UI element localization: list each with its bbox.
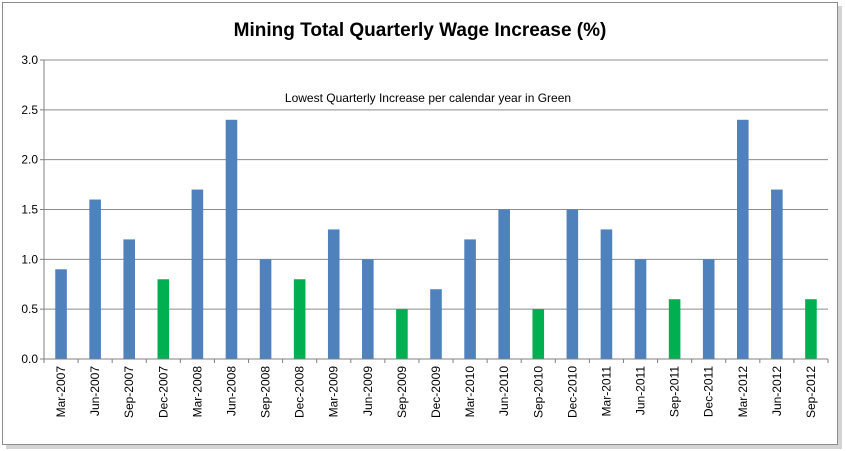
- y-tick-label: 1.5: [21, 203, 38, 217]
- x-tick-label: Mar-2011: [599, 366, 613, 417]
- bar-Mar-2010: [464, 239, 476, 359]
- bar-Dec-2011: [702, 259, 715, 359]
- bar-Jun-2011: [634, 259, 647, 359]
- bar-Mar-2009: [327, 229, 340, 359]
- x-tick-label: Dec-2011: [702, 366, 716, 417]
- bar-Dec-2008: [293, 279, 306, 359]
- bar-Sep-2010: [532, 309, 545, 359]
- y-tick-label: 2.0: [21, 153, 38, 167]
- x-tick-label: Sep-2011: [668, 366, 682, 417]
- y-tick-label: 1.0: [21, 252, 38, 266]
- x-tick-label: Jun-2012: [770, 366, 784, 416]
- bar-Jun-2010: [498, 209, 510, 359]
- bar-Dec-2010: [566, 209, 579, 359]
- y-tick-label: 2.5: [21, 103, 38, 117]
- x-tick-label: Jun-2007: [88, 366, 102, 416]
- chart-frame: [2, 2, 838, 445]
- bar-Sep-2007: [123, 239, 136, 359]
- x-tick-label: Jun-2011: [634, 366, 648, 415]
- x-tick-label: Sep-2009: [395, 366, 409, 418]
- y-tick-label: 3.0: [21, 53, 38, 67]
- bar-Mar-2008: [191, 189, 204, 359]
- bar-Sep-2012: [805, 299, 817, 359]
- gridlines: [40, 59, 828, 360]
- x-tick-label: Dec-2010: [565, 366, 579, 418]
- bar-Mar-2012: [736, 119, 749, 359]
- x-tick-label: Mar-2010: [463, 366, 477, 418]
- frame-shadow-bottom: [6, 445, 842, 449]
- bar-Sep-2009: [396, 309, 408, 359]
- bar-Dec-2009: [430, 289, 442, 359]
- bar-Sep-2011: [668, 299, 681, 359]
- bar-Jun-2012: [771, 189, 783, 359]
- x-tick-label: Jun-2008: [224, 366, 238, 416]
- x-tick-label: Dec-2009: [429, 366, 443, 418]
- bar-Mar-2007: [55, 269, 67, 359]
- x-tick-label: Sep-2010: [531, 366, 545, 418]
- x-tick-label: Sep-2008: [259, 366, 273, 418]
- x-tick-label: Mar-2007: [54, 366, 68, 418]
- x-tick-label: Mar-2012: [736, 366, 750, 418]
- x-tick-label: Dec-2008: [293, 366, 307, 418]
- x-tick-label: Sep-2012: [804, 366, 818, 418]
- bar-Jun-2008: [225, 119, 238, 359]
- chart-annotation: Lowest Quarterly Increase per calendar y…: [285, 91, 571, 105]
- x-tick-label: Jun-2010: [497, 366, 511, 416]
- y-tick-label: 0.0: [21, 352, 38, 366]
- x-tick-label: Jun-2009: [361, 366, 375, 416]
- chart-title: Mining Total Quarterly Wage Increase (%): [234, 20, 607, 41]
- x-tick-label: Sep-2007: [122, 366, 136, 418]
- bar-Mar-2011: [600, 229, 613, 359]
- x-tick-label: Mar-2009: [327, 366, 341, 418]
- y-tick-label: 0.5: [21, 302, 38, 316]
- bar-Jun-2009: [362, 259, 374, 359]
- y-axis-tick-labels: 0.0 0.5 1.0 1.5 2.0 2.5 3.0: [21, 53, 38, 366]
- bars: [43, 119, 829, 363]
- x-tick-label: Mar-2008: [190, 366, 204, 418]
- bar-Dec-2007: [157, 279, 170, 359]
- axes: [43, 60, 828, 360]
- bar-Sep-2008: [259, 259, 272, 359]
- x-axis-tick-labels: Mar-2007 Jun-2007 Sep-2007 Dec-2007 Mar-2008…: [54, 366, 818, 418]
- frame-shadow-right: [838, 6, 842, 447]
- x-tick-label: Dec-2007: [156, 366, 170, 418]
- bar-Jun-2007: [89, 199, 101, 359]
